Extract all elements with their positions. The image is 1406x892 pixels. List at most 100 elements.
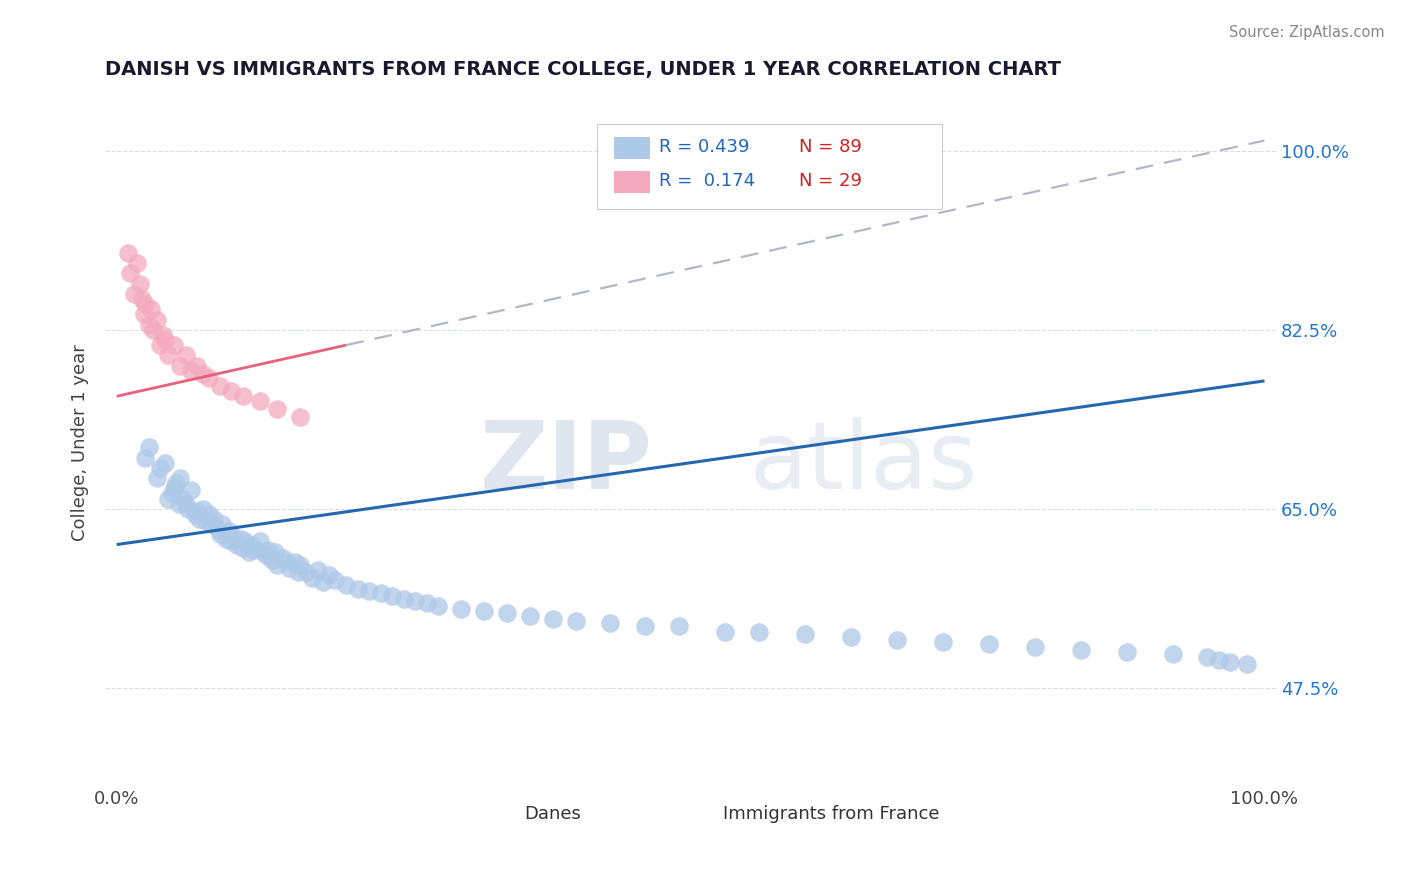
Point — [634, 619, 657, 633]
Point — [197, 371, 219, 385]
Point — [839, 630, 862, 644]
Point — [134, 297, 156, 311]
Point — [541, 612, 564, 626]
Text: R = 0.439: R = 0.439 — [659, 138, 749, 156]
Point — [714, 624, 737, 639]
Point — [177, 501, 200, 516]
Point — [200, 517, 222, 532]
Point — [318, 568, 340, 582]
Point — [284, 555, 307, 569]
Point — [122, 287, 145, 301]
Point — [174, 497, 197, 511]
Point — [249, 394, 271, 409]
Point — [207, 522, 229, 536]
Point — [977, 637, 1000, 651]
Point — [117, 246, 139, 260]
Point — [307, 563, 329, 577]
Point — [287, 565, 309, 579]
Point — [1236, 657, 1258, 672]
Bar — [614, 136, 650, 160]
Point — [290, 558, 312, 572]
Point — [211, 517, 233, 532]
Point — [886, 632, 908, 647]
Point — [295, 565, 318, 579]
Bar — [485, 805, 515, 826]
Point — [290, 409, 312, 424]
Point — [188, 512, 211, 526]
Point — [243, 542, 266, 557]
Point — [1024, 640, 1046, 654]
Point — [415, 596, 437, 610]
Point — [191, 501, 214, 516]
Text: R =  0.174: R = 0.174 — [659, 172, 755, 190]
Text: Danes: Danes — [524, 805, 581, 823]
Point — [496, 606, 519, 620]
Text: atlas: atlas — [749, 417, 977, 508]
Point — [229, 533, 252, 547]
Point — [139, 302, 162, 317]
Bar — [685, 805, 714, 826]
Point — [157, 491, 180, 506]
Point — [519, 609, 541, 624]
Point — [180, 483, 202, 498]
Point — [160, 486, 183, 500]
Bar — [614, 171, 650, 194]
Text: Immigrants from France: Immigrants from France — [723, 805, 939, 823]
Point — [226, 537, 249, 551]
Point — [232, 389, 254, 403]
FancyBboxPatch shape — [598, 124, 942, 210]
Point — [169, 471, 191, 485]
Point — [252, 545, 274, 559]
Point — [208, 379, 231, 393]
Point — [149, 338, 172, 352]
Point — [153, 333, 176, 347]
Point — [1219, 655, 1241, 669]
Text: DANISH VS IMMIGRANTS FROM FRANCE COLLEGE, UNDER 1 YEAR CORRELATION CHART: DANISH VS IMMIGRANTS FROM FRANCE COLLEGE… — [105, 60, 1062, 78]
Text: Source: ZipAtlas.com: Source: ZipAtlas.com — [1229, 25, 1385, 40]
Point — [932, 634, 955, 648]
Point — [1115, 645, 1137, 659]
Point — [134, 450, 156, 465]
Point — [335, 578, 357, 592]
Point — [1161, 647, 1184, 661]
Point — [748, 624, 770, 639]
Point — [157, 348, 180, 362]
Point — [450, 602, 472, 616]
Point — [149, 460, 172, 475]
Point — [346, 582, 368, 596]
Point — [172, 491, 194, 506]
Point — [312, 575, 335, 590]
Point — [167, 497, 190, 511]
Point — [276, 555, 298, 569]
Point — [266, 558, 288, 572]
Point — [134, 307, 156, 321]
Point — [138, 318, 160, 332]
Point — [142, 323, 165, 337]
Point — [266, 401, 288, 416]
Point — [257, 542, 280, 557]
Point — [184, 507, 207, 521]
Point — [174, 348, 197, 362]
Point — [120, 267, 142, 281]
Point — [232, 541, 254, 555]
Point — [240, 537, 263, 551]
Point — [186, 504, 208, 518]
Point — [1070, 643, 1092, 657]
Point — [163, 481, 186, 495]
Text: ZIP: ZIP — [479, 417, 652, 508]
Point — [163, 338, 186, 352]
Point — [191, 367, 214, 381]
Point — [381, 589, 404, 603]
Point — [138, 441, 160, 455]
Point — [197, 507, 219, 521]
Text: N = 89: N = 89 — [800, 138, 862, 156]
Point — [127, 256, 149, 270]
Point — [271, 550, 294, 565]
Y-axis label: College, Under 1 year: College, Under 1 year — [72, 344, 89, 541]
Point — [1197, 650, 1219, 665]
Point — [249, 534, 271, 549]
Point — [146, 471, 169, 485]
Point — [254, 548, 277, 562]
Point — [260, 553, 283, 567]
Point — [152, 327, 174, 342]
